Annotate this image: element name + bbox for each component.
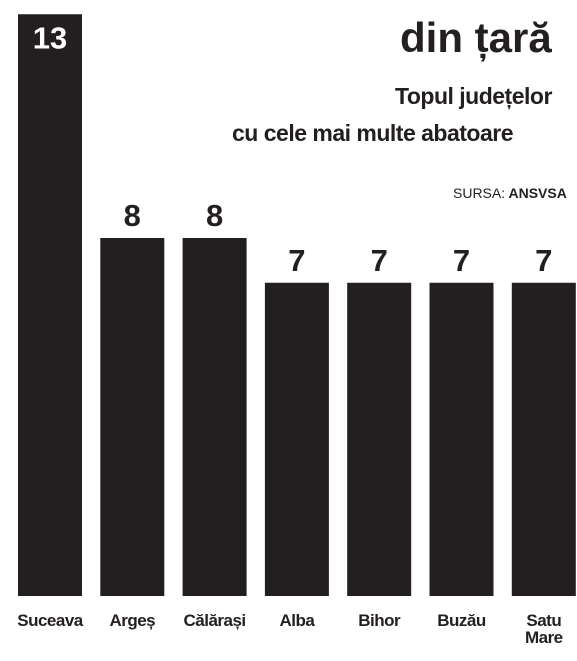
- x-label-box: Suceava: [17, 612, 83, 630]
- value-label: 7: [288, 243, 305, 278]
- x-label-box: Călărași: [183, 612, 247, 630]
- source: SURSA: ANSVSA: [453, 185, 567, 201]
- x-label-box: Bihor: [358, 612, 401, 630]
- source-name: ANSVSA: [509, 185, 567, 201]
- bar: [18, 14, 82, 596]
- x-tick-label: Alba: [279, 612, 315, 630]
- x-tick-label: Argeș: [109, 612, 156, 630]
- x-label-box: Alba: [279, 612, 315, 630]
- x-tick-label: Bihor: [358, 612, 401, 630]
- x-tick-label: Suceava: [17, 612, 83, 630]
- value-label: 7: [535, 243, 552, 278]
- chart-title: din țară: [400, 14, 552, 62]
- x-tick-label: Satu Mare: [524, 612, 563, 647]
- x-label-box: Argeș: [109, 612, 156, 630]
- subtitle: cu cele mai multe abatoare: [232, 120, 513, 146]
- value-label: 8: [206, 198, 223, 233]
- x-tick-label: Călărași: [183, 612, 247, 630]
- bar: [182, 238, 247, 596]
- x-label-box: Satu Mare: [524, 612, 563, 647]
- x-tick-label: Buzău: [437, 612, 486, 630]
- x-label-box: Buzău: [437, 612, 486, 630]
- value-label: 7: [371, 243, 388, 278]
- bar: [264, 282, 329, 596]
- value-label: 8: [124, 198, 141, 233]
- subtitle: Topul județelor: [395, 83, 552, 110]
- value-label: 13: [33, 20, 67, 55]
- bar: [429, 282, 494, 596]
- bar: [511, 282, 576, 596]
- bar: [347, 282, 412, 596]
- bar: [100, 238, 165, 596]
- value-label: 7: [453, 243, 470, 278]
- source-label: SURSA:: [453, 185, 505, 201]
